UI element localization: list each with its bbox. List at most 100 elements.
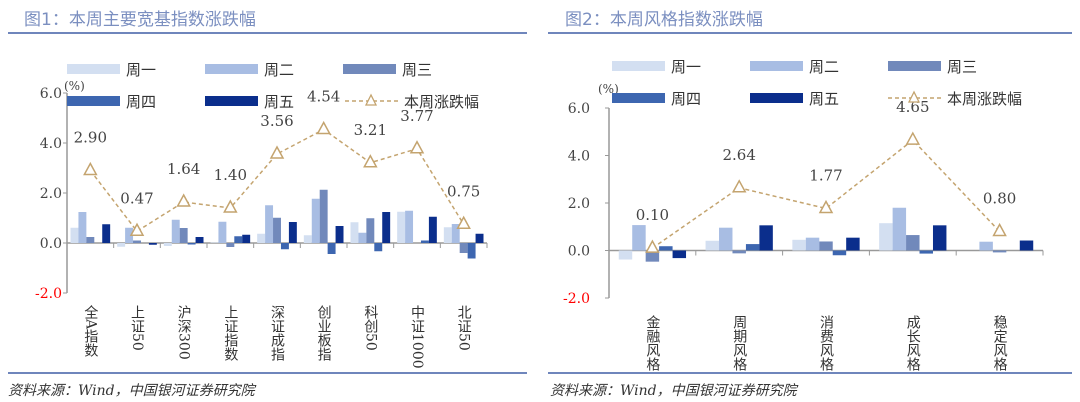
y-tick-label: 6.0	[40, 86, 62, 102]
line-data-label: 0.10	[636, 206, 669, 224]
bar-周三	[906, 235, 920, 251]
bar-周三	[992, 250, 1007, 253]
weekly-change-line	[651, 139, 1001, 249]
line-point-marker	[269, 145, 285, 159]
bar-周三	[133, 240, 141, 243]
line-data-label: 3.77	[400, 107, 433, 125]
line-point-marker	[905, 131, 921, 145]
y-unit-label: (%)	[598, 82, 619, 96]
bar-周二	[311, 198, 320, 243]
line-point-marker	[456, 215, 471, 229]
y-tick-label: 0.0	[568, 244, 590, 260]
bar-周二	[125, 227, 134, 243]
legend-swatch-周五	[205, 96, 258, 106]
bar-周五	[382, 212, 391, 243]
bar-周五	[242, 234, 251, 243]
bar-周三	[459, 243, 468, 253]
legend-label: 周五	[264, 93, 294, 111]
figure1-source-rule	[8, 372, 527, 374]
bar-周三	[366, 218, 375, 243]
bar-周五	[195, 237, 204, 243]
bar-周四	[467, 243, 476, 259]
x-category-label: 科创50	[362, 305, 378, 351]
bar-周五	[932, 225, 947, 251]
bar-周五	[102, 224, 111, 243]
bar-周一	[303, 235, 312, 243]
x-category-label: 上证指数	[222, 305, 238, 361]
bar-周四	[832, 250, 847, 256]
bar-周二	[405, 210, 414, 243]
legend-swatch-周三	[888, 61, 941, 71]
bar-周二	[805, 237, 820, 251]
bar-周二	[358, 232, 367, 243]
bar-周二	[265, 205, 274, 243]
bar-周一	[397, 211, 406, 243]
bar-周三	[179, 228, 188, 243]
bar-周四	[659, 246, 673, 251]
legend-swatch-周一	[612, 61, 665, 71]
line-point-marker	[83, 161, 98, 176]
bar-周四	[745, 244, 760, 251]
legend-label: 周四	[126, 93, 156, 111]
legend-swatch-周二	[750, 61, 803, 71]
line-data-label: 2.90	[74, 129, 107, 147]
bar-周二	[632, 225, 646, 251]
bar-周一	[443, 227, 452, 243]
bar-周三	[226, 243, 235, 247]
legend-label: 周二	[809, 58, 839, 76]
legend-label: 周五	[809, 90, 839, 108]
bar-周二	[451, 224, 460, 243]
legend-swatch-周二	[205, 64, 258, 74]
bar-周四	[327, 243, 336, 254]
legend-label: 本周涨跌幅	[404, 93, 479, 111]
y-tick-label: 4.0	[568, 149, 590, 165]
line-point-marker	[645, 239, 660, 253]
bar-周三	[645, 250, 660, 262]
y-tick-label: 6.0	[568, 101, 590, 117]
bar-周一	[257, 233, 266, 243]
bar-周四	[919, 250, 933, 254]
line-point-marker	[176, 193, 191, 207]
bar-周一	[792, 239, 806, 251]
line-point-marker	[363, 154, 378, 168]
line-point-marker	[409, 140, 425, 154]
line-data-label: 0.75	[447, 182, 480, 200]
x-category-label: 成长风格	[905, 315, 921, 371]
x-category-label: 中证1000	[409, 305, 425, 369]
bar-周二	[719, 227, 733, 251]
legend-label: 周四	[671, 90, 701, 108]
y-tick-label: -2.0	[563, 291, 590, 307]
bar-周二	[218, 221, 227, 243]
legend-label: 周三	[402, 61, 432, 79]
bar-周一	[210, 242, 219, 243]
legend-swatch-周五	[750, 93, 803, 103]
line-data-label: 3.56	[260, 112, 293, 130]
line-point-marker	[818, 199, 834, 214]
bar-周三	[86, 237, 95, 243]
line-data-label: 4.65	[896, 98, 929, 116]
legend-triangle-icon	[364, 93, 378, 106]
bar-周二	[171, 219, 180, 243]
x-category-label: 创业板指	[316, 305, 332, 361]
figure2-title-rule	[548, 32, 1072, 34]
y-tick-label: 4.0	[40, 136, 62, 152]
legend-swatch-周一	[67, 64, 120, 74]
bar-周三	[819, 241, 833, 251]
bar-周四	[234, 236, 243, 243]
bar-周二	[78, 212, 87, 243]
figure1-title-rule	[8, 32, 527, 34]
bar-周四	[374, 243, 383, 252]
bar-周五	[1019, 240, 1034, 251]
legend-triangle-icon	[907, 90, 921, 103]
legend-label: 周一	[126, 61, 156, 79]
weekly-change-line	[89, 128, 465, 233]
bar-周一	[350, 222, 359, 243]
bar-周一	[705, 240, 720, 251]
y-tick-label: -2.0	[35, 286, 62, 302]
line-data-label: 1.40	[214, 166, 247, 184]
x-category-label: 全A指数	[82, 304, 98, 357]
line-data-label: 0.80	[983, 190, 1016, 208]
y-unit-label: (%)	[64, 79, 85, 93]
figure1-source: 资料来源：Wind，中国银河证券研究院	[8, 383, 255, 399]
